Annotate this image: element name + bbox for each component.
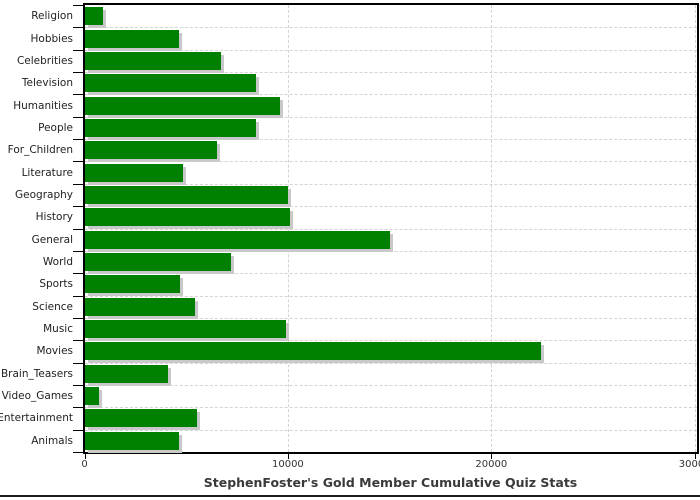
category-label: Entertainment xyxy=(0,412,73,425)
x-tick-label: 10000 xyxy=(271,459,304,470)
bar xyxy=(85,141,217,160)
category-label: For_Children xyxy=(7,144,73,157)
x-tick-label: 30000 xyxy=(678,459,700,470)
bar xyxy=(85,320,286,339)
category-label: Geography xyxy=(15,188,73,201)
bar xyxy=(85,163,183,182)
y-tick xyxy=(73,94,84,95)
category-label: History xyxy=(35,211,73,224)
bar xyxy=(85,96,280,115)
h-gridline xyxy=(85,161,697,163)
h-gridline xyxy=(85,384,697,386)
category-label: Movies xyxy=(36,345,73,358)
x-axis-line xyxy=(83,452,699,454)
h-gridline xyxy=(85,317,697,319)
x-tick xyxy=(694,454,696,459)
h-gridline xyxy=(85,362,697,364)
y-tick xyxy=(73,318,84,319)
bar xyxy=(85,230,390,249)
h-gridline xyxy=(85,49,697,51)
y-tick xyxy=(73,363,84,364)
category-label: General xyxy=(31,233,73,246)
bar xyxy=(85,364,168,383)
bar xyxy=(85,297,195,316)
bar xyxy=(85,409,197,428)
y-tick xyxy=(73,296,84,297)
bar xyxy=(85,29,179,48)
h-gridline xyxy=(85,228,697,230)
y-tick xyxy=(73,117,84,118)
category-label: World xyxy=(42,256,73,269)
bar xyxy=(85,7,103,26)
y-tick xyxy=(73,251,84,252)
h-gridline xyxy=(85,27,697,29)
category-label: Animals xyxy=(31,434,73,447)
category-label: Television xyxy=(21,77,73,90)
y-tick xyxy=(73,5,84,6)
y-tick xyxy=(73,161,84,162)
y-tick xyxy=(73,229,84,230)
h-gridline xyxy=(85,429,697,431)
bar xyxy=(85,431,179,450)
y-tick xyxy=(73,50,84,51)
category-label: Humanities xyxy=(13,99,73,112)
bar xyxy=(85,51,221,70)
bar xyxy=(85,275,180,294)
category-label: Sports xyxy=(39,278,73,291)
y-tick xyxy=(73,430,84,431)
bar xyxy=(85,185,288,204)
y-tick xyxy=(73,139,84,140)
category-label: Music xyxy=(43,323,73,336)
plot-border-right xyxy=(697,3,699,454)
category-label: Celebrities xyxy=(16,54,73,67)
h-gridline xyxy=(85,116,697,118)
h-gridline xyxy=(85,139,697,141)
bar xyxy=(85,253,231,272)
h-gridline xyxy=(85,273,697,275)
plot-border-top xyxy=(83,3,699,5)
y-tick xyxy=(73,385,84,386)
bar xyxy=(85,208,290,227)
x-tick xyxy=(84,454,86,459)
category-label: Science xyxy=(32,300,73,313)
x-tick-label: 20000 xyxy=(475,459,508,470)
x-tick xyxy=(491,454,493,459)
category-label: Hobbies xyxy=(30,32,74,45)
h-gridline xyxy=(85,94,697,96)
x-tick xyxy=(287,454,289,459)
bar xyxy=(85,118,256,137)
y-tick xyxy=(73,206,84,207)
y-tick xyxy=(73,407,84,408)
bar xyxy=(85,342,541,361)
h-gridline xyxy=(85,407,697,409)
category-label: Literature xyxy=(21,166,73,179)
h-gridline xyxy=(85,295,697,297)
y-axis-line xyxy=(83,3,85,454)
y-tick xyxy=(73,340,84,341)
y-tick xyxy=(73,273,84,274)
y-tick xyxy=(73,184,84,185)
h-gridline xyxy=(85,72,697,74)
y-tick xyxy=(73,452,84,453)
category-label: People xyxy=(38,121,73,134)
h-gridline xyxy=(85,206,697,208)
category-label: Brain_Teasers xyxy=(0,367,73,380)
category-label: Video_Games xyxy=(1,390,73,403)
x-tick-label: 0 xyxy=(81,459,88,470)
bottom-frame-line xyxy=(0,495,700,497)
h-gridline xyxy=(85,183,697,185)
category-label: Religion xyxy=(31,10,73,23)
h-gridline xyxy=(85,340,697,342)
y-tick xyxy=(73,72,84,73)
bar xyxy=(85,387,99,406)
y-tick xyxy=(73,27,84,28)
h-gridline xyxy=(85,250,697,252)
bar xyxy=(85,74,256,93)
chart-title: StephenFoster's Gold Member Cumulative Q… xyxy=(203,475,578,490)
